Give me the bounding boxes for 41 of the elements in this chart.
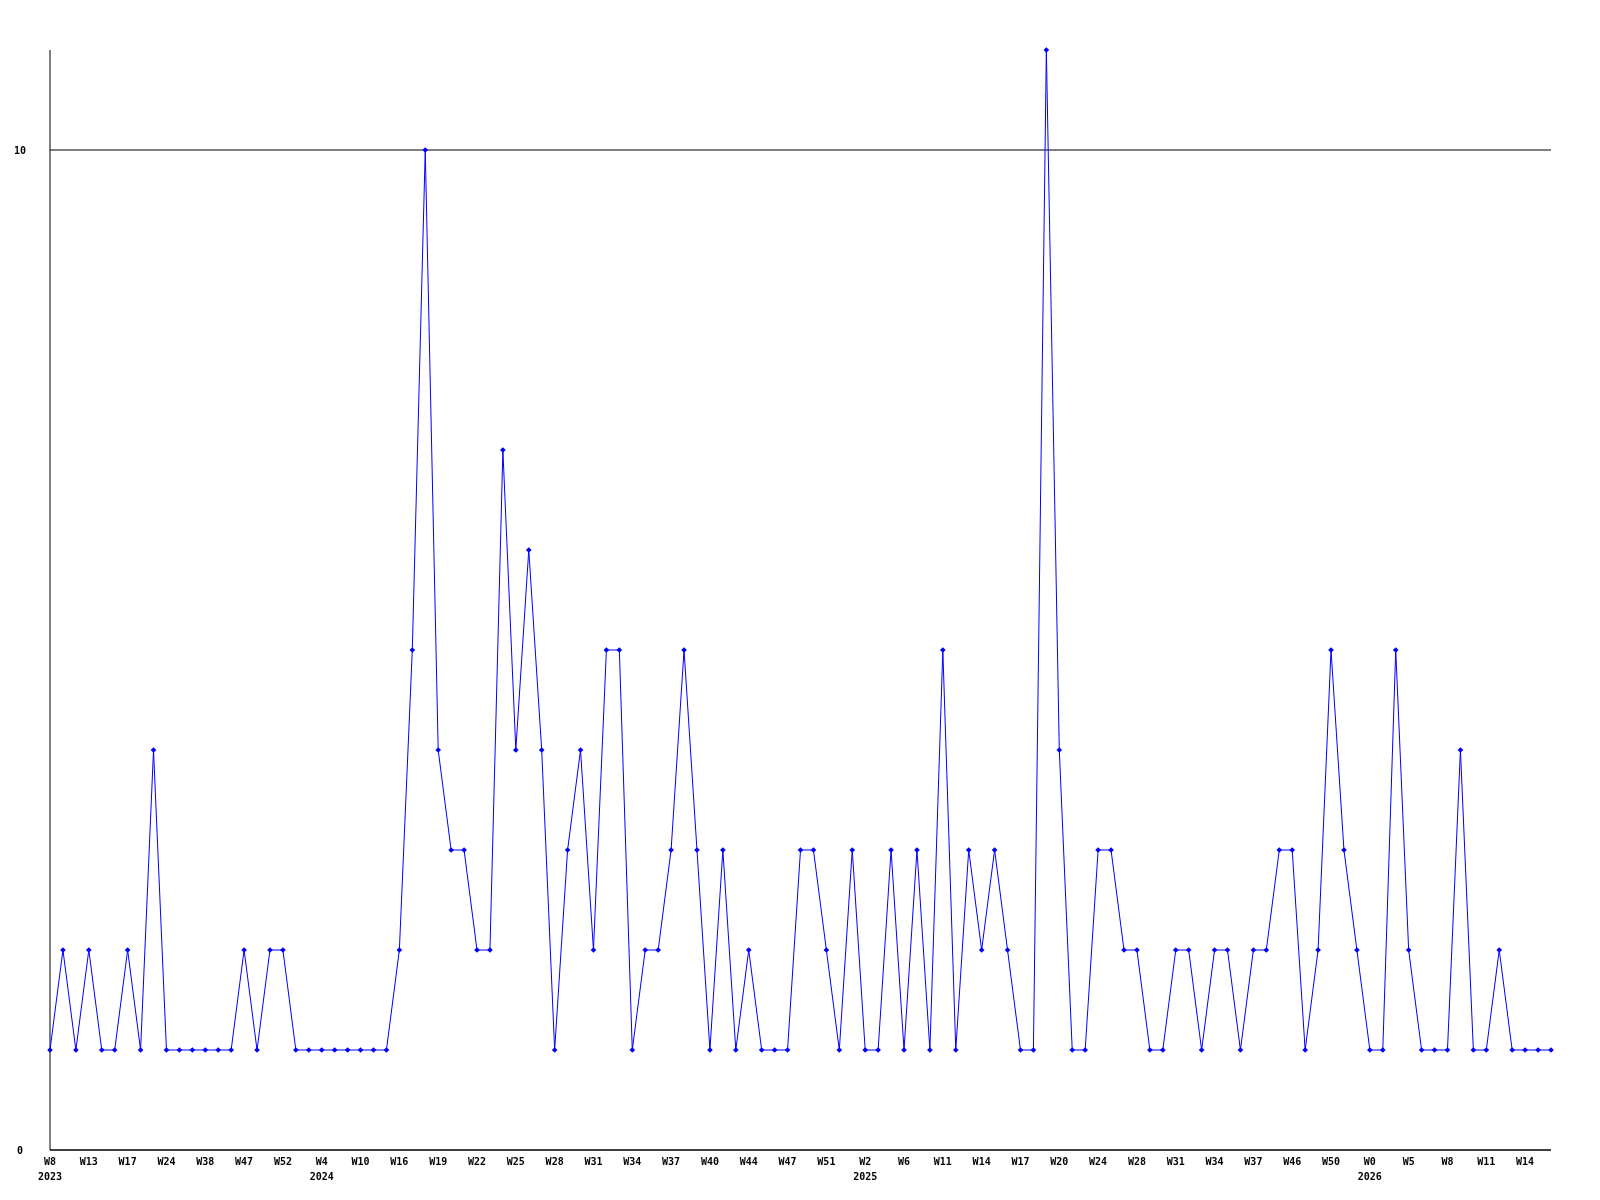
x-tick-label: W17 (1011, 1156, 1030, 1167)
x-tick-label: W37 (662, 1156, 681, 1167)
x-tick-label: W17 (118, 1156, 137, 1167)
x-tick-label: W31 (584, 1156, 603, 1167)
x-tick-label: W50 (1321, 1156, 1341, 1167)
x-tick-label: W31 (1166, 1156, 1185, 1167)
x-tick-label: W19 (429, 1156, 448, 1167)
x-tick-label: W2 2025 (853, 1156, 878, 1182)
x-tick-label: W14 (1516, 1156, 1535, 1167)
x-tick-label: W47 (235, 1156, 254, 1167)
x-tick-label: W47 (778, 1156, 797, 1167)
x-tick-label: W0 2026 (1357, 1156, 1382, 1182)
x-tick-label: W8 (1441, 1156, 1454, 1167)
x-tick-label: W38 (196, 1156, 215, 1167)
x-tick-label: W24 (157, 1156, 176, 1167)
x-tick-label: W16 (390, 1156, 409, 1167)
x-tick-label: W8 2023 (37, 1156, 63, 1182)
x-tick-label: W4 2024 (309, 1156, 334, 1182)
x-tick-label: W52 (273, 1156, 292, 1167)
x-tick-label: W28 (545, 1156, 564, 1167)
y-tick-label: 0 (16, 1144, 24, 1156)
x-tick-label: W5 (1402, 1156, 1415, 1167)
x-tick-label: W40 (700, 1156, 719, 1167)
x-tick-label: W37 (1244, 1156, 1263, 1167)
x-tick-label: W34 (623, 1156, 642, 1167)
x-tick-label: W11 (933, 1156, 952, 1167)
x-tick-label: W51 (817, 1156, 836, 1167)
x-tick-label: W6 (897, 1156, 911, 1167)
x-tick-label: W28 (1127, 1156, 1146, 1167)
x-tick-label: W14 (972, 1156, 991, 1167)
x-tick-label: W25 (506, 1156, 525, 1167)
x-tick-label: W44 (739, 1156, 758, 1167)
x-tick-label: W22 (467, 1156, 487, 1167)
x-tick-label: W24 (1089, 1156, 1108, 1167)
x-tick-label: W10 (351, 1156, 370, 1167)
x-tick-label: W11 (1477, 1156, 1496, 1167)
x-tick-label: W46 (1283, 1156, 1302, 1167)
y-tick-label: 10 (13, 144, 27, 156)
x-tick-label: W34 (1205, 1156, 1224, 1167)
x-tick-label: W13 (79, 1156, 98, 1167)
x-tick-label: W20 (1050, 1156, 1069, 1167)
